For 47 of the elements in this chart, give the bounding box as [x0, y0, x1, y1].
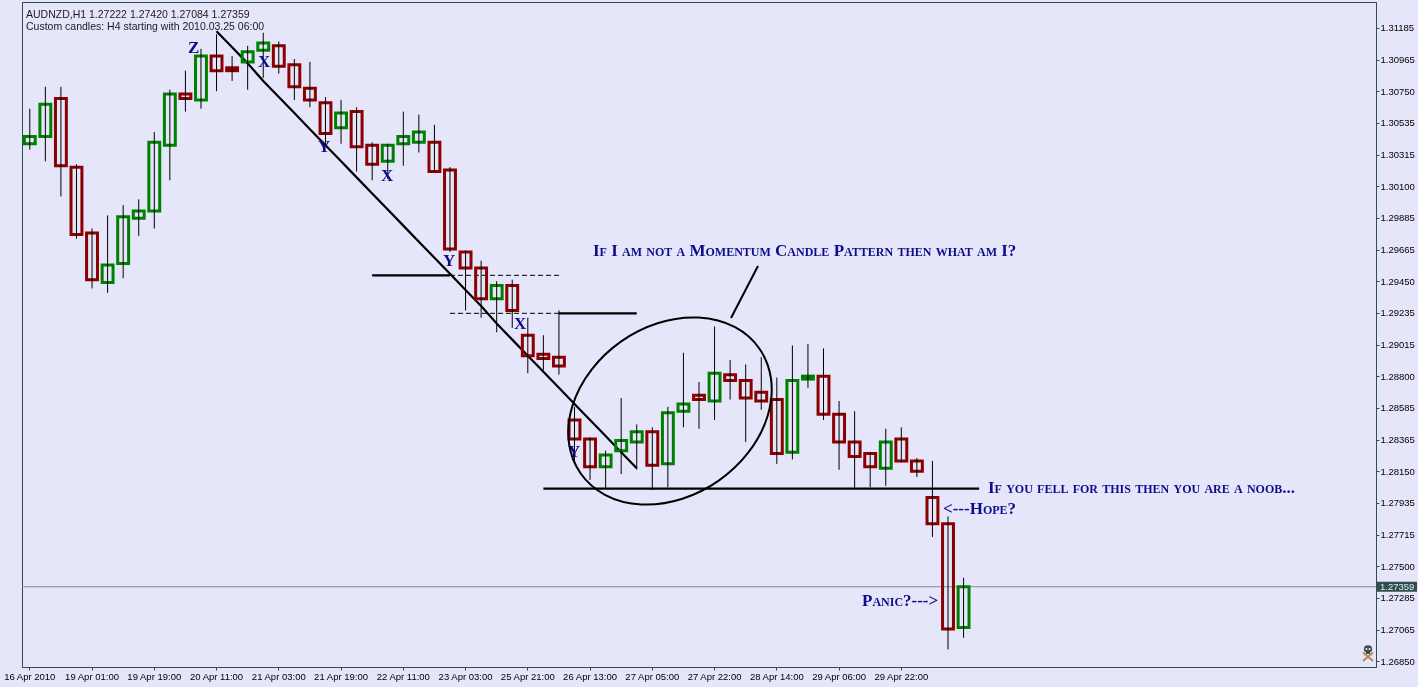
ref-line-label: 1.27359 [1380, 580, 1415, 592]
y-tick-label: 1.27065 [1380, 624, 1415, 636]
y-tick-label: 1.26850 [1380, 655, 1415, 667]
y-tick-label: 1.30750 [1380, 85, 1415, 97]
annotation: Z [188, 38, 200, 57]
y-tick-label: 1.29015 [1380, 339, 1415, 351]
y-tick-label: 1.29665 [1380, 244, 1415, 256]
x-tick-label: 29 Apr 06:00 [812, 670, 867, 682]
y-tick-label: 1.30315 [1380, 149, 1415, 161]
x-tick-label: 26 Apr 13:00 [563, 670, 617, 682]
y-tick-label: 1.30100 [1380, 180, 1415, 192]
text: AUDNZD,H1 1.27222 1.27420 1.27084 1.27359 [26, 8, 250, 20]
y-tick-label: 1.28365 [1380, 434, 1415, 446]
y-tick-label: 1.29885 [1380, 212, 1415, 224]
x-tick-label: 29 Apr 22:00 [874, 670, 929, 682]
y-tick-label: 1.29450 [1380, 275, 1415, 287]
x-tick-label: 21 Apr 03:00 [251, 670, 306, 682]
y-tick-label: 1.30535 [1380, 117, 1415, 129]
y-tick-label: 1.27715 [1380, 529, 1415, 541]
y-tick-label: 1.27285 [1380, 592, 1415, 604]
text: Custom candles: H4 starting with 2010.03.25 06:00 [26, 19, 265, 32]
y-tick-label: 1.31185 [1380, 22, 1415, 34]
annotation: X [514, 314, 527, 333]
annotation: Y [443, 251, 456, 270]
annotation: <---Hope? [943, 499, 1017, 518]
x-tick-label: 19 Apr 19:00 [127, 670, 182, 682]
annotation: Panic?---> [862, 591, 939, 610]
y-tick-label: 1.30965 [1380, 54, 1415, 66]
x-tick-label: 20 Apr 11:00 [189, 670, 244, 682]
x-tick-label: 19 Apr 01:00 [65, 670, 119, 682]
x-tick-label: 21 Apr 19:00 [314, 670, 368, 682]
annotation: If I am not a Momentum Candle Pattern then what am I? [593, 241, 1017, 260]
y-tick-label: 1.28800 [1380, 370, 1415, 382]
y-tick-label: 1.29235 [1380, 307, 1415, 319]
x-tick-label: 22 Apr 11:00 [376, 670, 430, 682]
y-tick-label: 1.27935 [1380, 497, 1415, 509]
x-tick-label: 23 Apr 03:00 [438, 670, 493, 682]
x-tick-label: 27 Apr 05:00 [625, 670, 680, 682]
x-tick-label: 27 Apr 22:00 [687, 670, 742, 682]
x-tick-label: 28 Apr 14:00 [749, 670, 804, 682]
annotation: X [381, 166, 394, 185]
x-tick-label: 25 Apr 21:00 [500, 670, 555, 682]
y-tick-label: 1.28585 [1380, 402, 1415, 414]
x-tick-label: 16 Apr 2010 [4, 670, 56, 682]
y-tick-label: 1.28150 [1380, 465, 1415, 477]
y-tick-label: 1.27500 [1380, 560, 1415, 572]
annotation: If you fell for this then you are a noob... [988, 478, 1295, 497]
